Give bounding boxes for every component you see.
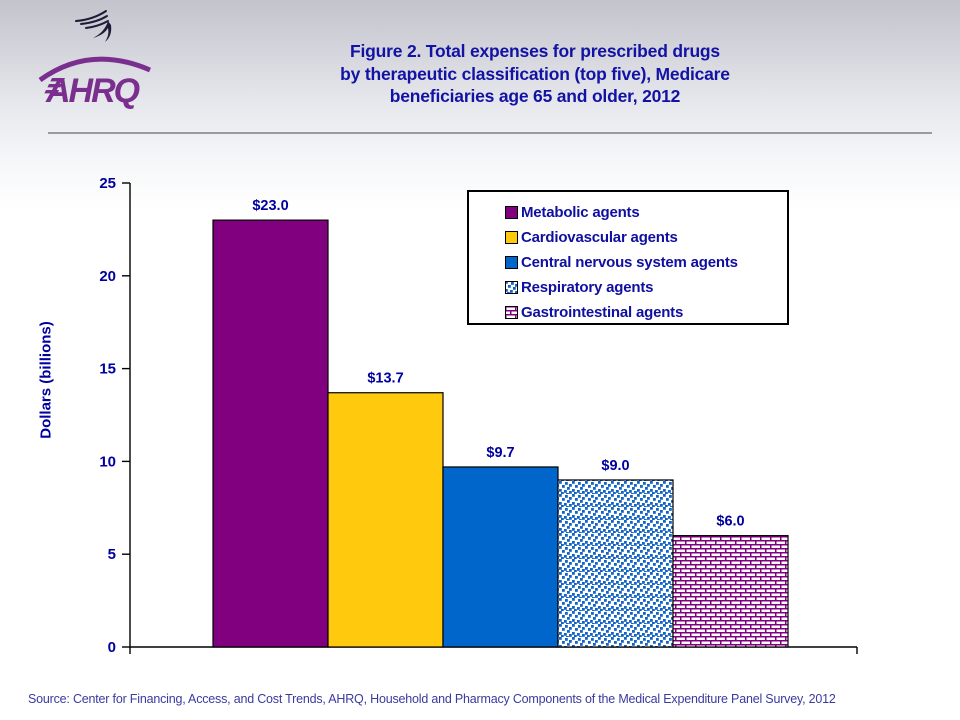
y-tick-label-15: 15 <box>99 361 116 378</box>
y-tick-label-10: 10 <box>99 453 116 470</box>
bar-respiratory-agents <box>557 479 674 648</box>
legend-item-gastrointestinal-agents: Gastrointestinal agents <box>505 300 787 325</box>
y-tick-label-25: 25 <box>99 175 116 192</box>
legend-label: Respiratory agents <box>521 279 654 296</box>
legend-item-metabolic-agents: Metabolic agents <box>505 200 787 225</box>
source-note: Source: Center for Financing, Access, an… <box>28 692 836 706</box>
legend-label: Gastrointestinal agents <box>521 304 684 321</box>
legend-item-central-nervous-system-agents: Central nervous system agents <box>505 250 787 275</box>
y-tick-label-5: 5 <box>108 546 116 563</box>
legend-item-cardiovascular-agents: Cardiovascular agents <box>505 225 787 250</box>
page-title-line3: beneficiaries age 65 and older, 2012 <box>389 86 681 106</box>
ahrq-logo: AHRQ <box>36 2 156 114</box>
legend-swatch-cardiovascular-agents <box>505 231 518 244</box>
hhs-eagle-icon <box>75 10 112 42</box>
header-divider <box>48 132 932 134</box>
page-title-line1: Figure 2. Total expenses for prescribed … <box>350 41 720 61</box>
bar-value-label-central-nervous-system-agents: $9.7 <box>486 445 514 461</box>
y-tick-label-0: 0 <box>108 639 116 656</box>
legend: Metabolic agents Cardiovascular agents Cen… <box>467 190 789 325</box>
page-title: Figure 2. Total expenses for prescribed … <box>225 40 845 108</box>
legend-swatch-respiratory-agents <box>505 281 518 294</box>
bar-value-label-respiratory-agents: $9.0 <box>601 458 629 474</box>
legend-label: Central nervous system agents <box>521 254 738 271</box>
legend-label: Cardiovascular agents <box>521 229 678 246</box>
bar-value-label-gastrointestinal-agents: $6.0 <box>716 514 744 530</box>
legend-swatch-central-nervous-system-agents <box>505 256 518 269</box>
bar-gastrointestinal-agents <box>672 535 789 648</box>
legend-item-respiratory-agents: Respiratory agents <box>505 275 787 300</box>
legend-label: Metabolic agents <box>521 204 640 221</box>
legend-swatch-gastrointestinal-agents <box>505 306 518 319</box>
bar-value-label-metabolic-agents: $23.0 <box>252 198 288 214</box>
bar-cardiovascular-agents <box>327 392 444 648</box>
page-title-line2: by therapeutic classification (top five)… <box>340 63 730 84</box>
bar-value-label-cardiovascular-agents: $13.7 <box>367 371 403 387</box>
svg-text:AHRQ: AHRQ <box>45 72 140 110</box>
ahrq-wordmark: AHRQ <box>38 56 151 110</box>
bar-metabolic-agents <box>212 219 329 648</box>
legend-swatch-metabolic-agents <box>505 206 518 219</box>
bar-central-nervous-system-agents <box>442 466 559 648</box>
y-tick-label-20: 20 <box>99 268 116 285</box>
